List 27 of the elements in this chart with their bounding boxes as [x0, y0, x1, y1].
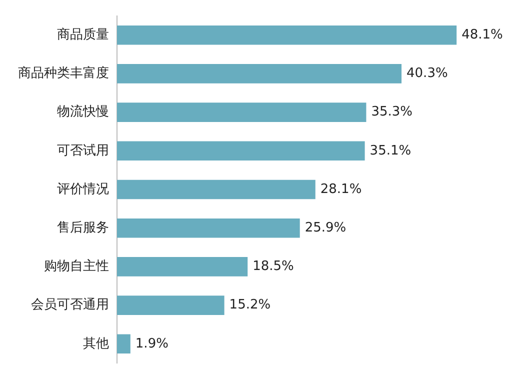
y-tick-label: 其他: [83, 336, 109, 352]
data-label: 15.2%: [229, 298, 271, 313]
bar: [117, 334, 130, 354]
y-tick-label: 评价情况: [57, 182, 109, 197]
data-label: 35.1%: [370, 143, 412, 158]
bar: [117, 218, 300, 238]
bar: [117, 296, 224, 315]
data-label: 18.5%: [252, 259, 294, 274]
data-label: 48.1%: [462, 27, 503, 42]
data-label: 28.1%: [320, 182, 362, 197]
data-label: 1.9%: [135, 336, 168, 352]
y-tick-label: 售后服务: [57, 220, 109, 236]
y-tick-label: 可否试用: [57, 143, 109, 158]
bar: [117, 64, 402, 84]
data-label: 40.3%: [406, 66, 448, 82]
y-tick-label: 商品种类丰富度: [18, 65, 109, 82]
y-tick-label: 会员可否通用: [31, 298, 109, 313]
data-label: 25.9%: [304, 220, 346, 236]
data-label: 35.3%: [371, 104, 413, 120]
bar: [117, 180, 316, 200]
y-tick-label: 购物自主性: [44, 258, 109, 274]
bar: [117, 141, 365, 161]
bar: [117, 25, 457, 45]
bar: [117, 257, 248, 276]
y-tick-label: 物流快慢: [57, 104, 109, 120]
bar: [117, 102, 366, 122]
y-tick-label: 商品质量: [57, 27, 109, 42]
